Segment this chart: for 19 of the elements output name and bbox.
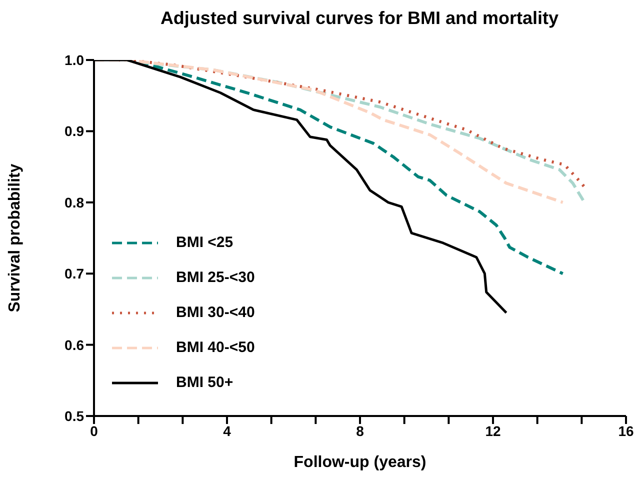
legend-label: BMI <25 xyxy=(176,234,234,251)
chart-title: Adjusted survival curves for BMI and mortality xyxy=(159,8,560,29)
y-tick-label: 0.5 xyxy=(64,408,84,424)
x-tick-label: 4 xyxy=(223,422,232,439)
y-tick-label: 0.6 xyxy=(64,336,84,353)
y-tick-label: 0.7 xyxy=(64,266,84,282)
x-tick-label: 0 xyxy=(90,422,98,439)
legend-label: BMI 50+ xyxy=(176,374,234,391)
y-tick-label: 0.8 xyxy=(64,194,84,210)
y-axis-title: Survival probability xyxy=(6,164,24,312)
legend-label: BMI 40-<50 xyxy=(176,339,255,356)
x-tick-label: 8 xyxy=(356,422,364,439)
y-tick-label: 1.0 xyxy=(64,52,84,68)
x-tick-label: 16 xyxy=(618,422,634,439)
legend-label: BMI 25-<30 xyxy=(176,269,255,286)
y-tick-label: 0.9 xyxy=(64,123,84,140)
x-axis-title: Follow-up (years) xyxy=(294,454,426,471)
legend-label: BMI 30-<40 xyxy=(176,304,255,321)
x-tick-label: 12 xyxy=(485,422,501,439)
